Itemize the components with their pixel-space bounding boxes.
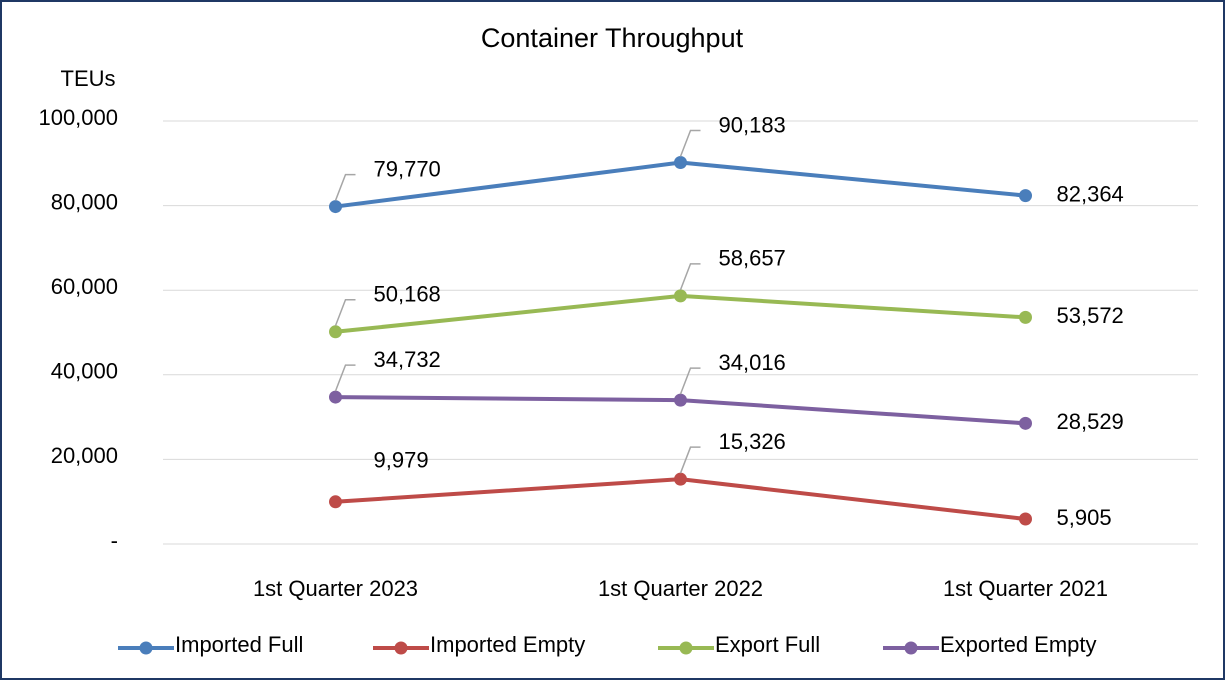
data-point [1019, 189, 1032, 203]
y-tick-label: 80,000 [51, 189, 118, 214]
data-point [1019, 310, 1032, 324]
y-tick-label: - [111, 528, 118, 553]
data-point [1019, 416, 1032, 430]
leader-line [679, 367, 701, 395]
legend-marker [904, 641, 918, 655]
leader-line [679, 446, 701, 474]
leader-line [334, 173, 356, 201]
x-tick-label: 1st Quarter 2022 [598, 576, 763, 601]
data-point [674, 156, 687, 170]
legend-marker [679, 641, 693, 655]
data-label: 90,183 [719, 112, 786, 137]
data-label: 82,364 [1057, 181, 1124, 206]
data-label: 50,168 [374, 282, 441, 307]
legend-marker [394, 641, 408, 655]
data-label: 79,770 [374, 156, 441, 181]
data-label: 28,529 [1057, 409, 1124, 434]
x-tick-label: 1st Quarter 2021 [943, 576, 1108, 601]
chart-title: Container Throughput [481, 23, 744, 53]
data-point [329, 325, 342, 339]
x-tick-label: 1st Quarter 2023 [253, 576, 418, 601]
data-point [329, 390, 342, 404]
data-point [674, 472, 687, 486]
data-label: 53,572 [1057, 303, 1124, 328]
legend-marker [139, 641, 153, 655]
leader-line [334, 364, 356, 392]
leader-line [334, 299, 356, 327]
y-axis-label: TEUs [61, 66, 116, 91]
data-point [329, 200, 342, 214]
y-tick-label: 100,000 [38, 105, 118, 130]
data-label: 15,326 [719, 429, 786, 454]
legend-label: Imported Full [175, 632, 303, 657]
data-point [1019, 512, 1032, 526]
y-tick-label: 40,000 [51, 359, 118, 384]
legend-label: Export Full [715, 632, 820, 657]
data-point [674, 393, 687, 407]
data-point [674, 289, 687, 303]
y-tick-label: 60,000 [51, 274, 118, 299]
data-point [329, 495, 342, 509]
legend-label: Imported Empty [430, 632, 585, 657]
data-label: 9,979 [374, 448, 429, 473]
data-label: 5,905 [1057, 505, 1112, 530]
data-label: 34,016 [719, 350, 786, 375]
leader-line [679, 129, 701, 157]
legend-label: Exported Empty [940, 632, 1097, 657]
data-label: 34,732 [374, 347, 441, 372]
data-label: 58,657 [719, 246, 786, 271]
leader-line [679, 263, 701, 291]
y-tick-label: 20,000 [51, 443, 118, 468]
